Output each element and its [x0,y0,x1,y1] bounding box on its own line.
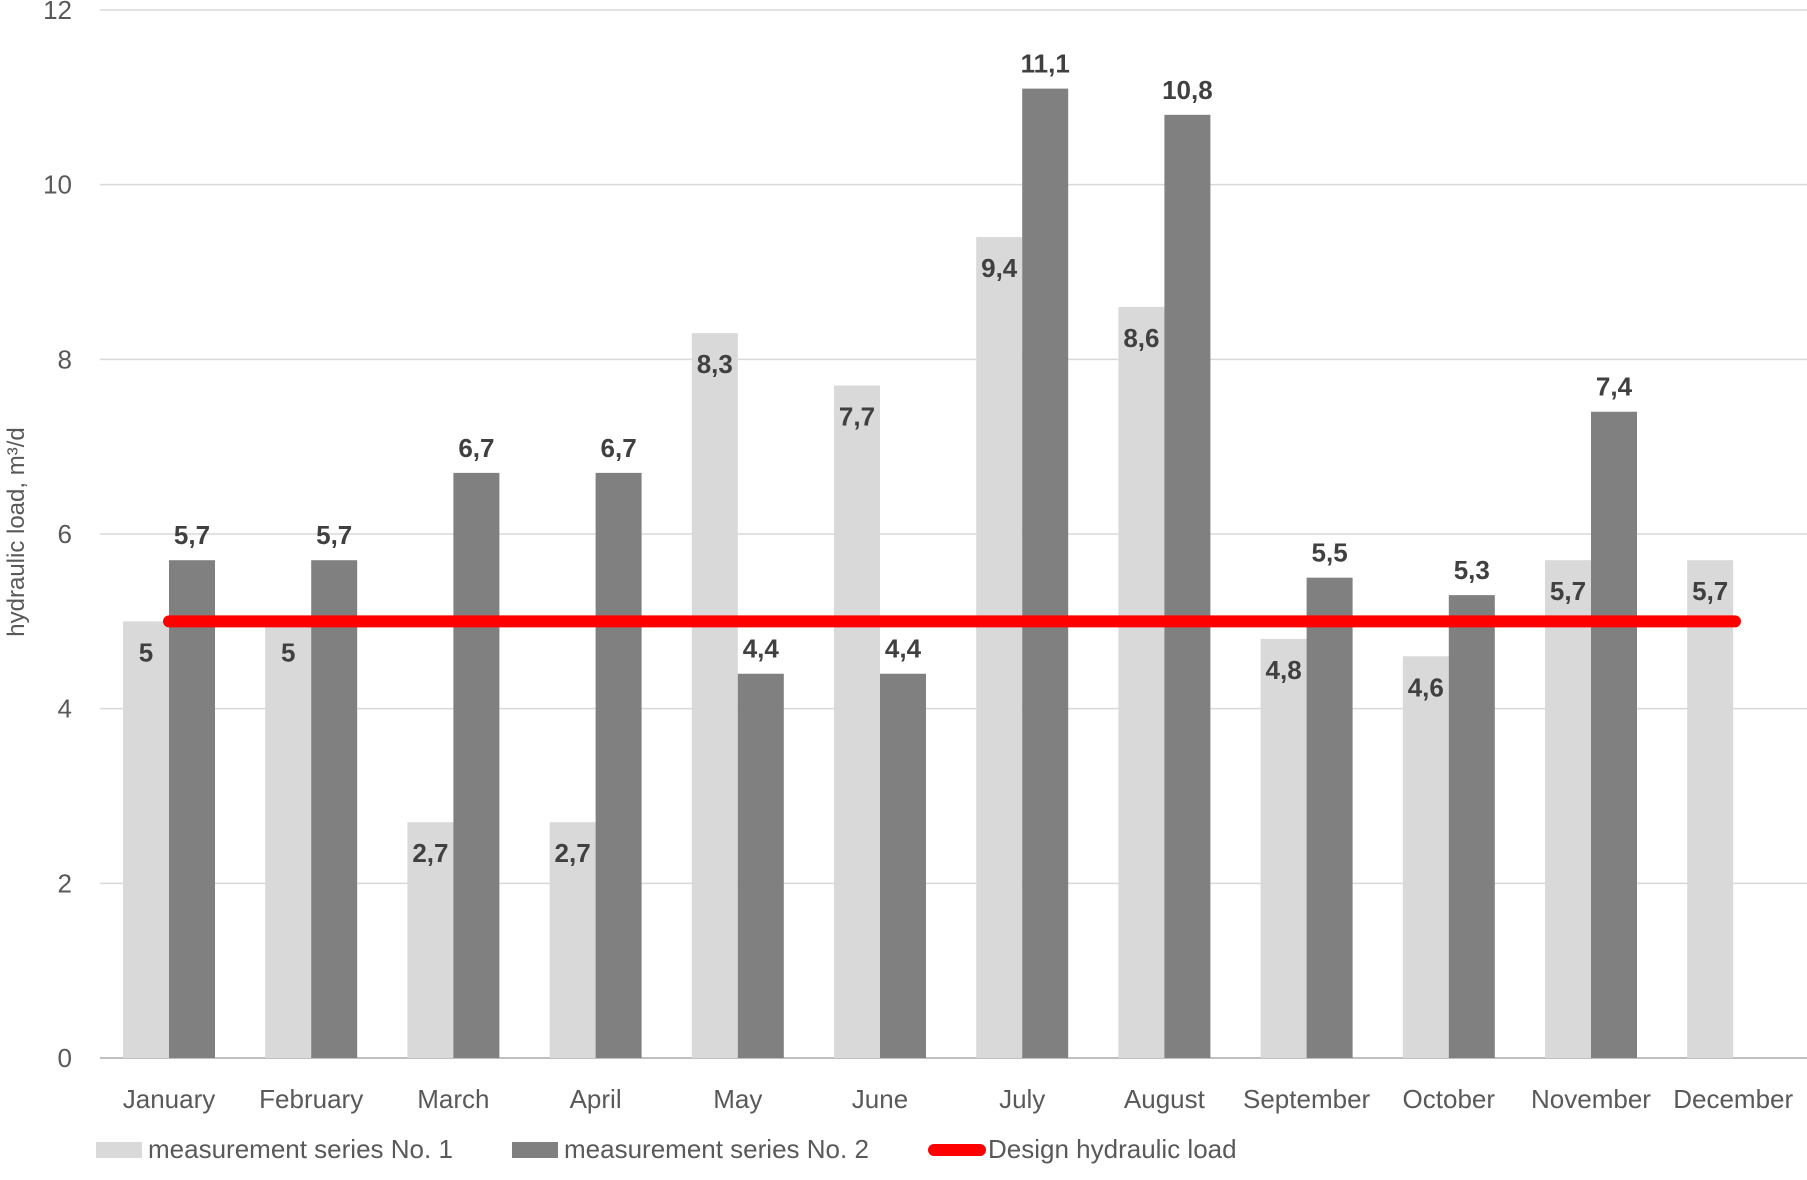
series-1-bar [549,822,596,1058]
series-1-data-label: 5 [281,637,295,667]
y-axis: 0 2 4 6 8 10 12 [43,0,72,1073]
x-tick-label: December [1673,1084,1793,1114]
y-tick-label: 10 [43,170,72,200]
series-2-data-label: 11,1 [1021,49,1070,79]
series-1-data-label: 4,8 [1266,655,1302,685]
legend-label-design-load: Design hydraulic load [988,1134,1237,1164]
x-tick-label: March [417,1084,489,1114]
data-labels: 5 5,7 5 5,7 2,7 6,7 2,7 6,7 8,3 4,4 7,7 4,4 9,4 11,1 8… [139,49,1729,869]
series-2-data-label: 4,4 [743,634,780,664]
x-tick-label: June [852,1084,908,1114]
series-2-bar [1022,88,1069,1059]
x-tick-label: August [1124,1084,1206,1114]
series-1-data-label: 2,7 [412,838,448,868]
series-1-data-label: 5,7 [1692,576,1728,606]
series-2-bar [595,472,642,1058]
x-tick-label: July [999,1084,1045,1114]
y-tick-label: 8 [58,344,72,374]
x-tick-label: September [1243,1084,1371,1114]
series-1-bar [691,333,738,1059]
series-1-bar [834,385,880,1058]
bars [123,88,1734,1059]
series-1-bar [1545,560,1591,1058]
x-tick-label: May [713,1084,762,1114]
y-tick-label: 12 [43,0,72,25]
series-2-bar [1448,595,1495,1058]
series-2-bar [311,560,358,1058]
series-1-bar [1260,638,1307,1058]
y-tick-label: 4 [58,694,72,724]
series-2-bar [1164,114,1211,1059]
series-2-data-label: 10,8 [1162,75,1213,105]
legend-label-series-1: measurement series No. 1 [148,1134,453,1164]
series-2-bar [169,560,215,1058]
x-tick-label: November [1531,1084,1651,1114]
series-1-data-label: 4,6 [1408,672,1444,702]
series-1-data-label: 2,7 [555,838,591,868]
series-1-data-label: 9,4 [981,253,1018,283]
series-2-data-label: 5,5 [1312,538,1348,568]
series-1-bar [123,621,169,1058]
series-1-bar [1118,306,1165,1058]
y-tick-label: 0 [58,1043,72,1073]
series-2-bar [1306,577,1353,1058]
y-axis-title: hydraulic load, m³/d [3,427,30,636]
series-2-data-label: 5,3 [1454,555,1490,585]
series-2-data-label: 5,7 [174,520,210,550]
series-1-bar [1687,560,1734,1058]
y-tick-label: 2 [58,868,72,898]
series-2-data-label: 4,4 [885,634,922,664]
series-1-data-label: 5,7 [1550,576,1586,606]
legend-label-series-2: measurement series No. 2 [564,1134,869,1164]
x-tick-label: October [1403,1084,1496,1114]
series-1-data-label: 8,6 [1123,323,1159,353]
y-tick-label: 6 [58,519,72,549]
legend-swatch-series-2 [512,1142,558,1158]
series-1-bar [265,621,312,1058]
series-2-data-label: 6,7 [601,433,637,463]
series-2-bar [1591,411,1637,1058]
x-tick-label: February [259,1084,363,1114]
series-1-bar [1402,656,1449,1058]
x-tick-label: January [123,1084,216,1114]
gridlines [100,9,1807,1059]
series-1-data-label: 5 [139,637,153,667]
x-axis: January February March April May June July Augu… [123,1084,1794,1114]
series-2-bar [880,673,926,1058]
series-2-data-label: 5,7 [316,520,352,550]
series-2-bar [453,472,500,1058]
legend: measurement series No. 1 measurement seri… [96,1134,1237,1164]
legend-swatch-series-1 [96,1142,142,1158]
series-2-data-label: 6,7 [458,433,494,463]
series-1-data-label: 7,7 [839,402,875,432]
series-1-data-label: 8,3 [697,349,733,379]
series-1-bar [407,822,454,1058]
x-tick-label: April [570,1084,622,1114]
series-2-data-label: 7,4 [1596,372,1633,402]
series-1-bar [976,237,1023,1059]
series-2-bar [737,673,784,1058]
